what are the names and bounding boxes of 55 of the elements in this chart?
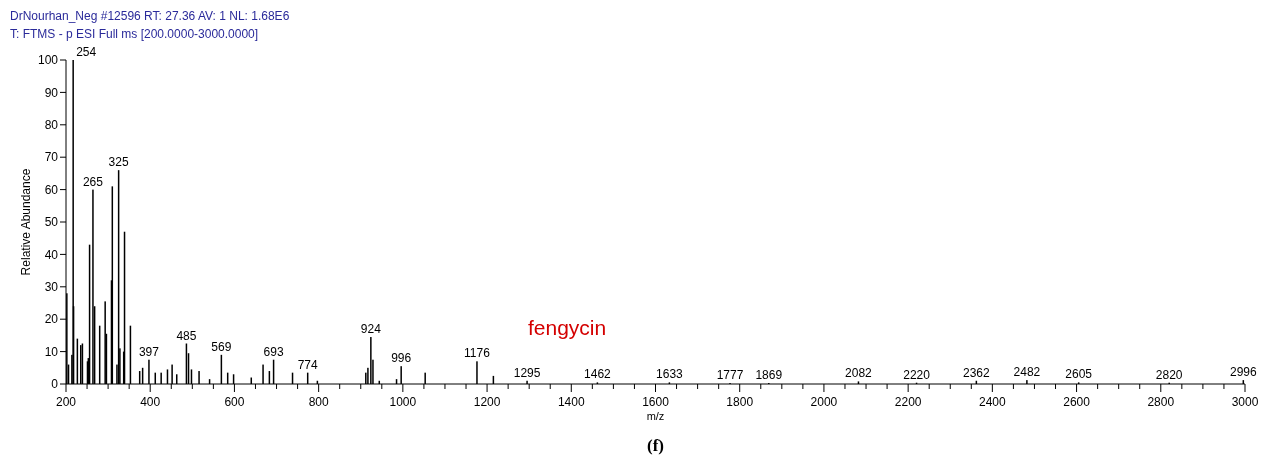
x-tick-label: 2200 xyxy=(894,395,922,409)
x-tick-label: 1000 xyxy=(389,395,417,409)
annotation: 569 xyxy=(211,339,232,354)
x-tick-label: 1200 xyxy=(473,395,501,409)
annotation: 1462 xyxy=(584,367,612,382)
annotation: 693 xyxy=(263,344,284,359)
annotation: 1295 xyxy=(513,365,541,380)
y-tick-label: 0 xyxy=(51,377,59,392)
annotation: 325 xyxy=(108,155,129,170)
annotation: fengycin xyxy=(527,316,607,340)
annotation: 254 xyxy=(76,45,97,59)
annotation: 1176 xyxy=(464,346,491,361)
annotation: 924 xyxy=(360,322,382,337)
y-tick-label: 100 xyxy=(37,53,59,68)
annotation: 2605 xyxy=(1065,367,1093,382)
x-axis-title: m/z xyxy=(646,410,665,422)
annotation: 397 xyxy=(138,344,160,359)
x-tick-label: 200 xyxy=(55,395,77,409)
y-tick-label: 30 xyxy=(44,280,59,294)
x-tick-label: 600 xyxy=(224,395,245,409)
x-tick-label: 2600 xyxy=(1063,395,1091,409)
y-tick-label: 90 xyxy=(44,85,59,100)
y-tick-label: 70 xyxy=(44,150,59,165)
x-tick-label: 800 xyxy=(308,395,329,409)
x-tick-label: 3000 xyxy=(1231,395,1259,409)
annotation: 2082 xyxy=(845,366,873,381)
x-tick-label: 400 xyxy=(140,395,161,409)
y-tick-label: 40 xyxy=(44,247,59,262)
annotation: 1633 xyxy=(656,367,684,382)
x-tick-label: 1800 xyxy=(726,395,754,409)
annotation: 2362 xyxy=(963,365,991,380)
y-tick-label: 80 xyxy=(44,118,59,132)
annotation: 996 xyxy=(391,351,412,366)
x-tick-label: 2000 xyxy=(810,395,838,409)
y-axis-title: Relative Abundance xyxy=(19,168,33,276)
annotation: 1869 xyxy=(755,368,783,383)
y-tick-label: 50 xyxy=(44,215,59,230)
chart-title: DrNourhan_Neg #12596 RT: 27.36 AV: 1 NL: 1.68E6 xyxy=(10,9,290,23)
annotation: 1777 xyxy=(716,368,744,383)
annotation: 2220 xyxy=(903,367,931,382)
x-tick-label: 1600 xyxy=(642,395,670,409)
y-tick-label: 10 xyxy=(44,344,59,359)
y-tick-label: 60 xyxy=(44,182,59,197)
x-tick-label: 1400 xyxy=(557,395,585,409)
annotation: 485 xyxy=(176,328,197,343)
x-tick-label: 2400 xyxy=(979,395,1007,409)
y-tick-label: 20 xyxy=(44,312,59,327)
annotation: 265 xyxy=(82,174,104,189)
x-tick-label: 2800 xyxy=(1147,395,1175,409)
annotation: 2482 xyxy=(1013,365,1041,380)
text: (f) xyxy=(647,436,664,455)
annotation: 2996 xyxy=(1229,365,1257,380)
annotation: 2820 xyxy=(1155,367,1183,382)
chart-subtitle: T: FTMS - p ESI Full ms [200.0000-3000.0000] xyxy=(10,27,259,41)
annotation: 774 xyxy=(297,357,319,372)
